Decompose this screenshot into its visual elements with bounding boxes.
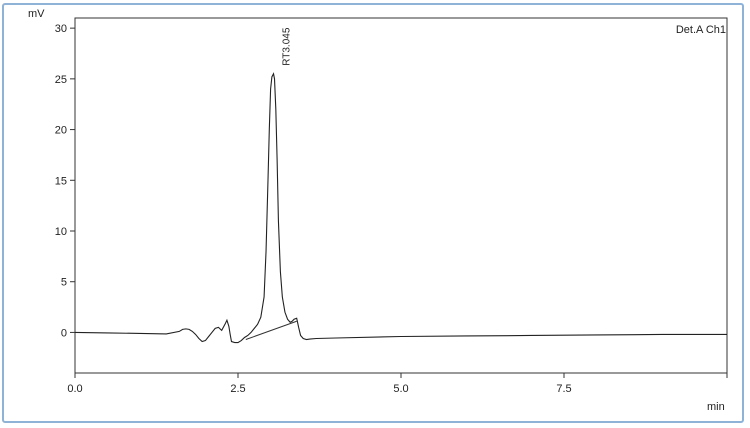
x-tick-label: 2.5 xyxy=(230,383,245,395)
y-tick-label: 5 xyxy=(61,277,67,289)
y-tick-label: 25 xyxy=(55,74,67,86)
chart-frame xyxy=(2,3,744,423)
y-axis: 0 5 10 15 20 25 30 xyxy=(55,23,75,339)
y-tick-label: 10 xyxy=(55,226,67,238)
y-tick-label: 0 xyxy=(61,327,67,339)
peak-label: RT3.045 xyxy=(282,27,293,66)
y-tick-label: 15 xyxy=(55,175,67,187)
signal-trace xyxy=(74,72,727,344)
y-axis-label: mV xyxy=(28,8,45,20)
x-axis: 0.0 2.5 5.0 7.5 xyxy=(67,373,728,395)
plot-area xyxy=(74,17,728,374)
x-tick-label: 5.0 xyxy=(393,383,408,395)
y-tick-label: 30 xyxy=(55,23,67,35)
x-tick-label: 0.0 xyxy=(67,383,82,395)
y-tick-label: 20 xyxy=(55,125,67,137)
x-tick-label: 7.5 xyxy=(556,383,571,395)
x-axis-label: min xyxy=(707,401,725,413)
legend-label: Det.A Ch1 xyxy=(676,24,726,36)
integration-baseline xyxy=(245,320,297,340)
